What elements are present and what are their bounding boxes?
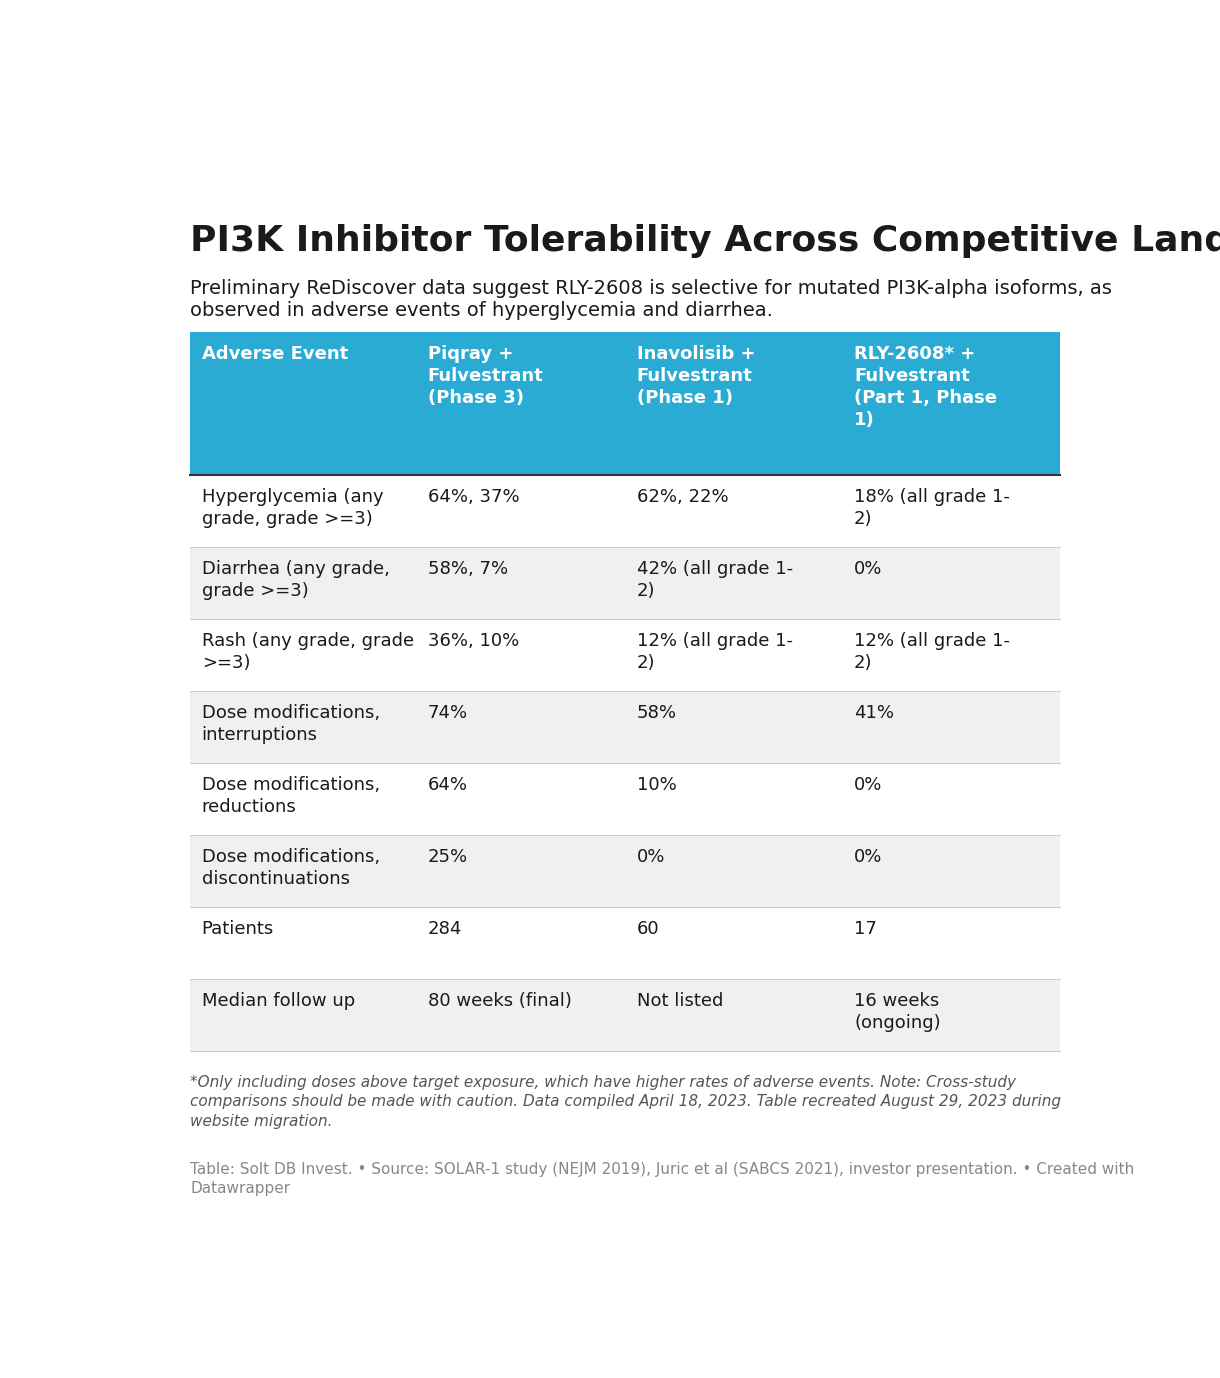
- Text: 62%, 22%: 62%, 22%: [637, 488, 728, 506]
- Text: 16 weeks
(ongoing): 16 weeks (ongoing): [854, 992, 941, 1032]
- Text: 17: 17: [854, 921, 877, 938]
- Text: 284: 284: [428, 921, 462, 938]
- Text: 41%: 41%: [854, 704, 894, 722]
- Bar: [190, 692, 416, 763]
- Bar: [843, 619, 1060, 692]
- Bar: [843, 475, 1060, 547]
- Text: Piqray +
Fulvestrant
(Phase 3): Piqray + Fulvestrant (Phase 3): [428, 344, 544, 407]
- Text: Inavolisib +
Fulvestrant
(Phase 1): Inavolisib + Fulvestrant (Phase 1): [637, 344, 755, 407]
- Text: 12% (all grade 1-
2): 12% (all grade 1- 2): [637, 633, 793, 672]
- Text: Diarrhea (any grade,
grade >=3): Diarrhea (any grade, grade >=3): [201, 559, 389, 601]
- Text: 64%: 64%: [428, 776, 467, 794]
- Bar: [625, 835, 843, 907]
- Text: 18% (all grade 1-
2): 18% (all grade 1- 2): [854, 488, 1010, 528]
- Text: Hyperglycemia (any
grade, grade >=3): Hyperglycemia (any grade, grade >=3): [201, 488, 383, 528]
- Text: RLY-2608* +
Fulvestrant
(Part 1, Phase
1): RLY-2608* + Fulvestrant (Part 1, Phase 1…: [854, 344, 997, 430]
- Bar: [190, 907, 416, 980]
- Bar: [625, 475, 843, 547]
- Text: Adverse Event: Adverse Event: [201, 344, 348, 362]
- Bar: [843, 332, 1060, 475]
- Bar: [416, 907, 625, 980]
- Bar: [416, 619, 625, 692]
- Text: Patients: Patients: [201, 921, 274, 938]
- Bar: [625, 980, 843, 1051]
- Bar: [843, 907, 1060, 980]
- Text: 0%: 0%: [854, 559, 882, 577]
- Text: 42% (all grade 1-
2): 42% (all grade 1- 2): [637, 559, 793, 601]
- Text: Dose modifications,
discontinuations: Dose modifications, discontinuations: [201, 847, 379, 889]
- Bar: [190, 475, 416, 547]
- Bar: [190, 619, 416, 692]
- Text: 25%: 25%: [428, 847, 468, 865]
- Text: PI3K Inhibitor Tolerability Across Competitive Landscape: PI3K Inhibitor Tolerability Across Compe…: [190, 223, 1220, 258]
- Bar: [625, 907, 843, 980]
- Text: 12% (all grade 1-
2): 12% (all grade 1- 2): [854, 633, 1010, 672]
- Bar: [843, 692, 1060, 763]
- Bar: [416, 835, 625, 907]
- Bar: [190, 547, 416, 619]
- Text: 0%: 0%: [854, 776, 882, 794]
- Text: 36%, 10%: 36%, 10%: [428, 633, 518, 650]
- Bar: [416, 980, 625, 1051]
- Bar: [625, 619, 843, 692]
- Bar: [416, 692, 625, 763]
- Text: 0%: 0%: [637, 847, 665, 865]
- Text: 64%, 37%: 64%, 37%: [428, 488, 520, 506]
- Text: 74%: 74%: [428, 704, 468, 722]
- Bar: [190, 835, 416, 907]
- Bar: [190, 763, 416, 835]
- Text: Dose modifications,
reductions: Dose modifications, reductions: [201, 776, 379, 816]
- Text: 10%: 10%: [637, 776, 676, 794]
- Text: Table: Solt DB Invest. • Source: SOLAR-1 study (NEJM 2019), Juric et al (SABCS 2: Table: Solt DB Invest. • Source: SOLAR-1…: [190, 1162, 1135, 1196]
- Text: *Only including doses above target exposure, which have higher rates of adverse : *Only including doses above target expos…: [190, 1075, 1061, 1130]
- Bar: [843, 763, 1060, 835]
- Text: 58%, 7%: 58%, 7%: [428, 559, 508, 577]
- Text: Rash (any grade, grade
>=3): Rash (any grade, grade >=3): [201, 633, 414, 672]
- Bar: [416, 332, 625, 475]
- Text: Median follow up: Median follow up: [201, 992, 355, 1010]
- Bar: [416, 475, 625, 547]
- Bar: [843, 835, 1060, 907]
- Bar: [190, 332, 416, 475]
- Text: 80 weeks (final): 80 weeks (final): [428, 992, 572, 1010]
- Text: Dose modifications,
interruptions: Dose modifications, interruptions: [201, 704, 379, 744]
- Bar: [416, 763, 625, 835]
- Bar: [625, 332, 843, 475]
- Bar: [625, 547, 843, 619]
- Text: Preliminary ReDiscover data suggest RLY-2608 is selective for mutated PI3K-alpha: Preliminary ReDiscover data suggest RLY-…: [190, 278, 1113, 320]
- Text: Not listed: Not listed: [637, 992, 723, 1010]
- Bar: [190, 980, 416, 1051]
- Bar: [625, 763, 843, 835]
- Text: 0%: 0%: [854, 847, 882, 865]
- Bar: [843, 980, 1060, 1051]
- Bar: [416, 547, 625, 619]
- Text: 60: 60: [637, 921, 659, 938]
- Bar: [843, 547, 1060, 619]
- Text: 58%: 58%: [637, 704, 677, 722]
- Bar: [625, 692, 843, 763]
